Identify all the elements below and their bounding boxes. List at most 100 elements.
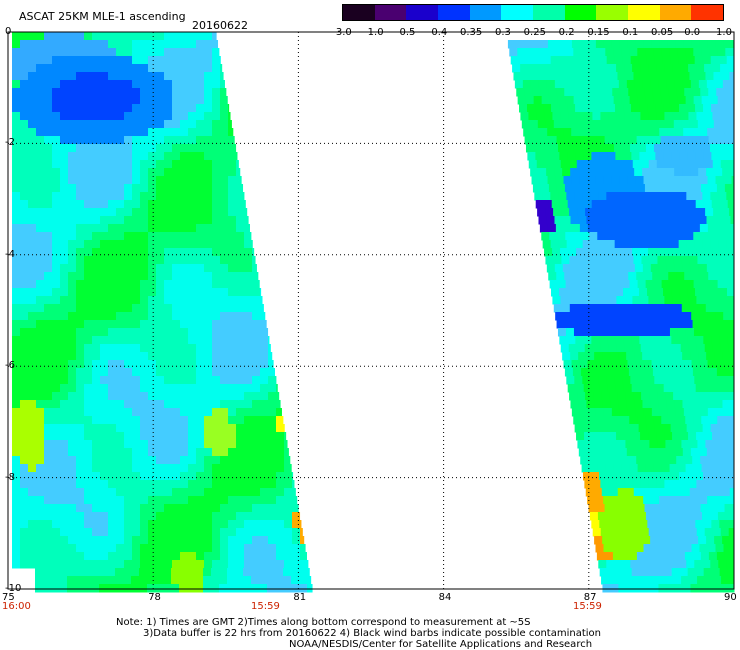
swath-pixel <box>220 488 229 497</box>
swath-pixel <box>275 584 284 593</box>
swath-pixel <box>212 368 221 377</box>
swath-pixel <box>528 160 538 169</box>
swath-pixel <box>204 200 213 209</box>
swath-pixel <box>116 72 125 81</box>
swath-pixel <box>84 288 93 297</box>
swath-pixel <box>196 136 205 145</box>
swath-pixel <box>715 40 725 49</box>
swath-pixel <box>188 400 197 409</box>
swath-pixel <box>180 336 189 345</box>
swath-pixel <box>108 104 117 113</box>
swath-pixel <box>60 408 69 417</box>
swath-pixel <box>284 488 293 497</box>
swath-pixel <box>92 480 101 489</box>
swath-pixel <box>684 88 693 97</box>
swath-pixel <box>663 384 673 393</box>
swath-pixel <box>693 96 703 105</box>
swath-pixel <box>44 176 53 185</box>
swath-pixel <box>164 440 173 449</box>
swath-pixel <box>212 488 221 497</box>
swath-pixel <box>705 304 715 313</box>
swath-pixel <box>585 120 595 129</box>
swath-pixel <box>28 136 37 145</box>
swath-pixel <box>727 104 735 113</box>
swath-pixel <box>252 424 261 433</box>
swath-pixel <box>172 296 181 305</box>
swath-pixel <box>36 440 45 449</box>
swath-pixel <box>180 512 189 521</box>
swath-pixel <box>51 584 60 593</box>
swath-pixel <box>236 496 245 505</box>
swath-pixel <box>707 176 717 185</box>
swath-pixel <box>227 584 236 593</box>
swath-pixel <box>571 312 580 321</box>
swath-pixel <box>276 384 278 393</box>
swath-pixel <box>704 248 713 257</box>
swath-pixel <box>28 56 37 65</box>
swath-pixel <box>596 504 606 513</box>
swath-pixel <box>84 424 93 433</box>
swath-pixel <box>537 120 547 129</box>
swath-pixel <box>688 344 698 353</box>
swath-pixel <box>718 424 728 433</box>
swath-pixel <box>172 496 181 505</box>
swath-pixel <box>60 320 69 329</box>
swath-pixel <box>164 168 173 177</box>
swath-pixel <box>172 136 181 145</box>
swath-pixel <box>108 336 117 345</box>
swath-pixel <box>180 368 189 377</box>
swath-pixel <box>132 240 141 249</box>
swath-pixel <box>196 496 205 505</box>
swath-pixel <box>662 472 672 481</box>
swath-pixel <box>28 368 37 377</box>
swath-pixel <box>68 504 77 513</box>
swath-pixel <box>236 200 245 209</box>
swath-pixel <box>634 80 644 89</box>
swath-pixel <box>148 96 157 105</box>
swath-pixel <box>284 432 287 441</box>
swath-pixel <box>172 232 181 241</box>
swath-pixel <box>576 160 586 169</box>
swath-pixel <box>622 240 632 249</box>
swath-pixel <box>568 296 577 305</box>
swath-pixel <box>645 416 654 425</box>
swath-pixel <box>60 112 69 121</box>
swath-pixel <box>60 240 69 249</box>
swath-pixel <box>723 408 733 417</box>
swath-pixel <box>36 504 45 513</box>
swath-pixel <box>551 200 561 209</box>
swath-pixel <box>108 136 117 145</box>
swath-pixel <box>84 520 93 529</box>
swath-pixel <box>220 432 229 441</box>
swath-pixel <box>601 488 611 497</box>
swath-pixel <box>722 400 731 409</box>
swath-pixel <box>621 144 631 153</box>
swath-pixel <box>260 448 269 457</box>
swath-pixel <box>116 160 125 169</box>
swath-pixel <box>100 552 109 561</box>
swath-pixel <box>588 320 598 329</box>
swath-pixel <box>28 272 37 281</box>
swath-pixel <box>108 376 117 385</box>
swath-pixel <box>52 160 61 169</box>
swath-pixel <box>156 408 165 417</box>
swath-pixel <box>557 280 567 289</box>
swath-pixel <box>172 480 181 489</box>
swath-pixel <box>12 400 21 409</box>
swath-pixel <box>631 568 641 577</box>
swath-pixel <box>716 368 726 377</box>
swath-pixel <box>36 520 45 529</box>
swath-pixel <box>690 168 699 177</box>
swath-pixel <box>291 568 300 577</box>
swath-pixel <box>36 112 45 121</box>
swath-pixel <box>228 104 230 113</box>
swath-pixel <box>579 312 588 321</box>
swath-pixel <box>600 528 610 537</box>
swath-pixel <box>76 384 85 393</box>
swath-pixel <box>204 96 213 105</box>
swath-pixel <box>236 432 245 441</box>
swath-pixel <box>140 400 149 409</box>
swath-pixel <box>116 352 125 361</box>
swath-pixel <box>694 240 704 249</box>
